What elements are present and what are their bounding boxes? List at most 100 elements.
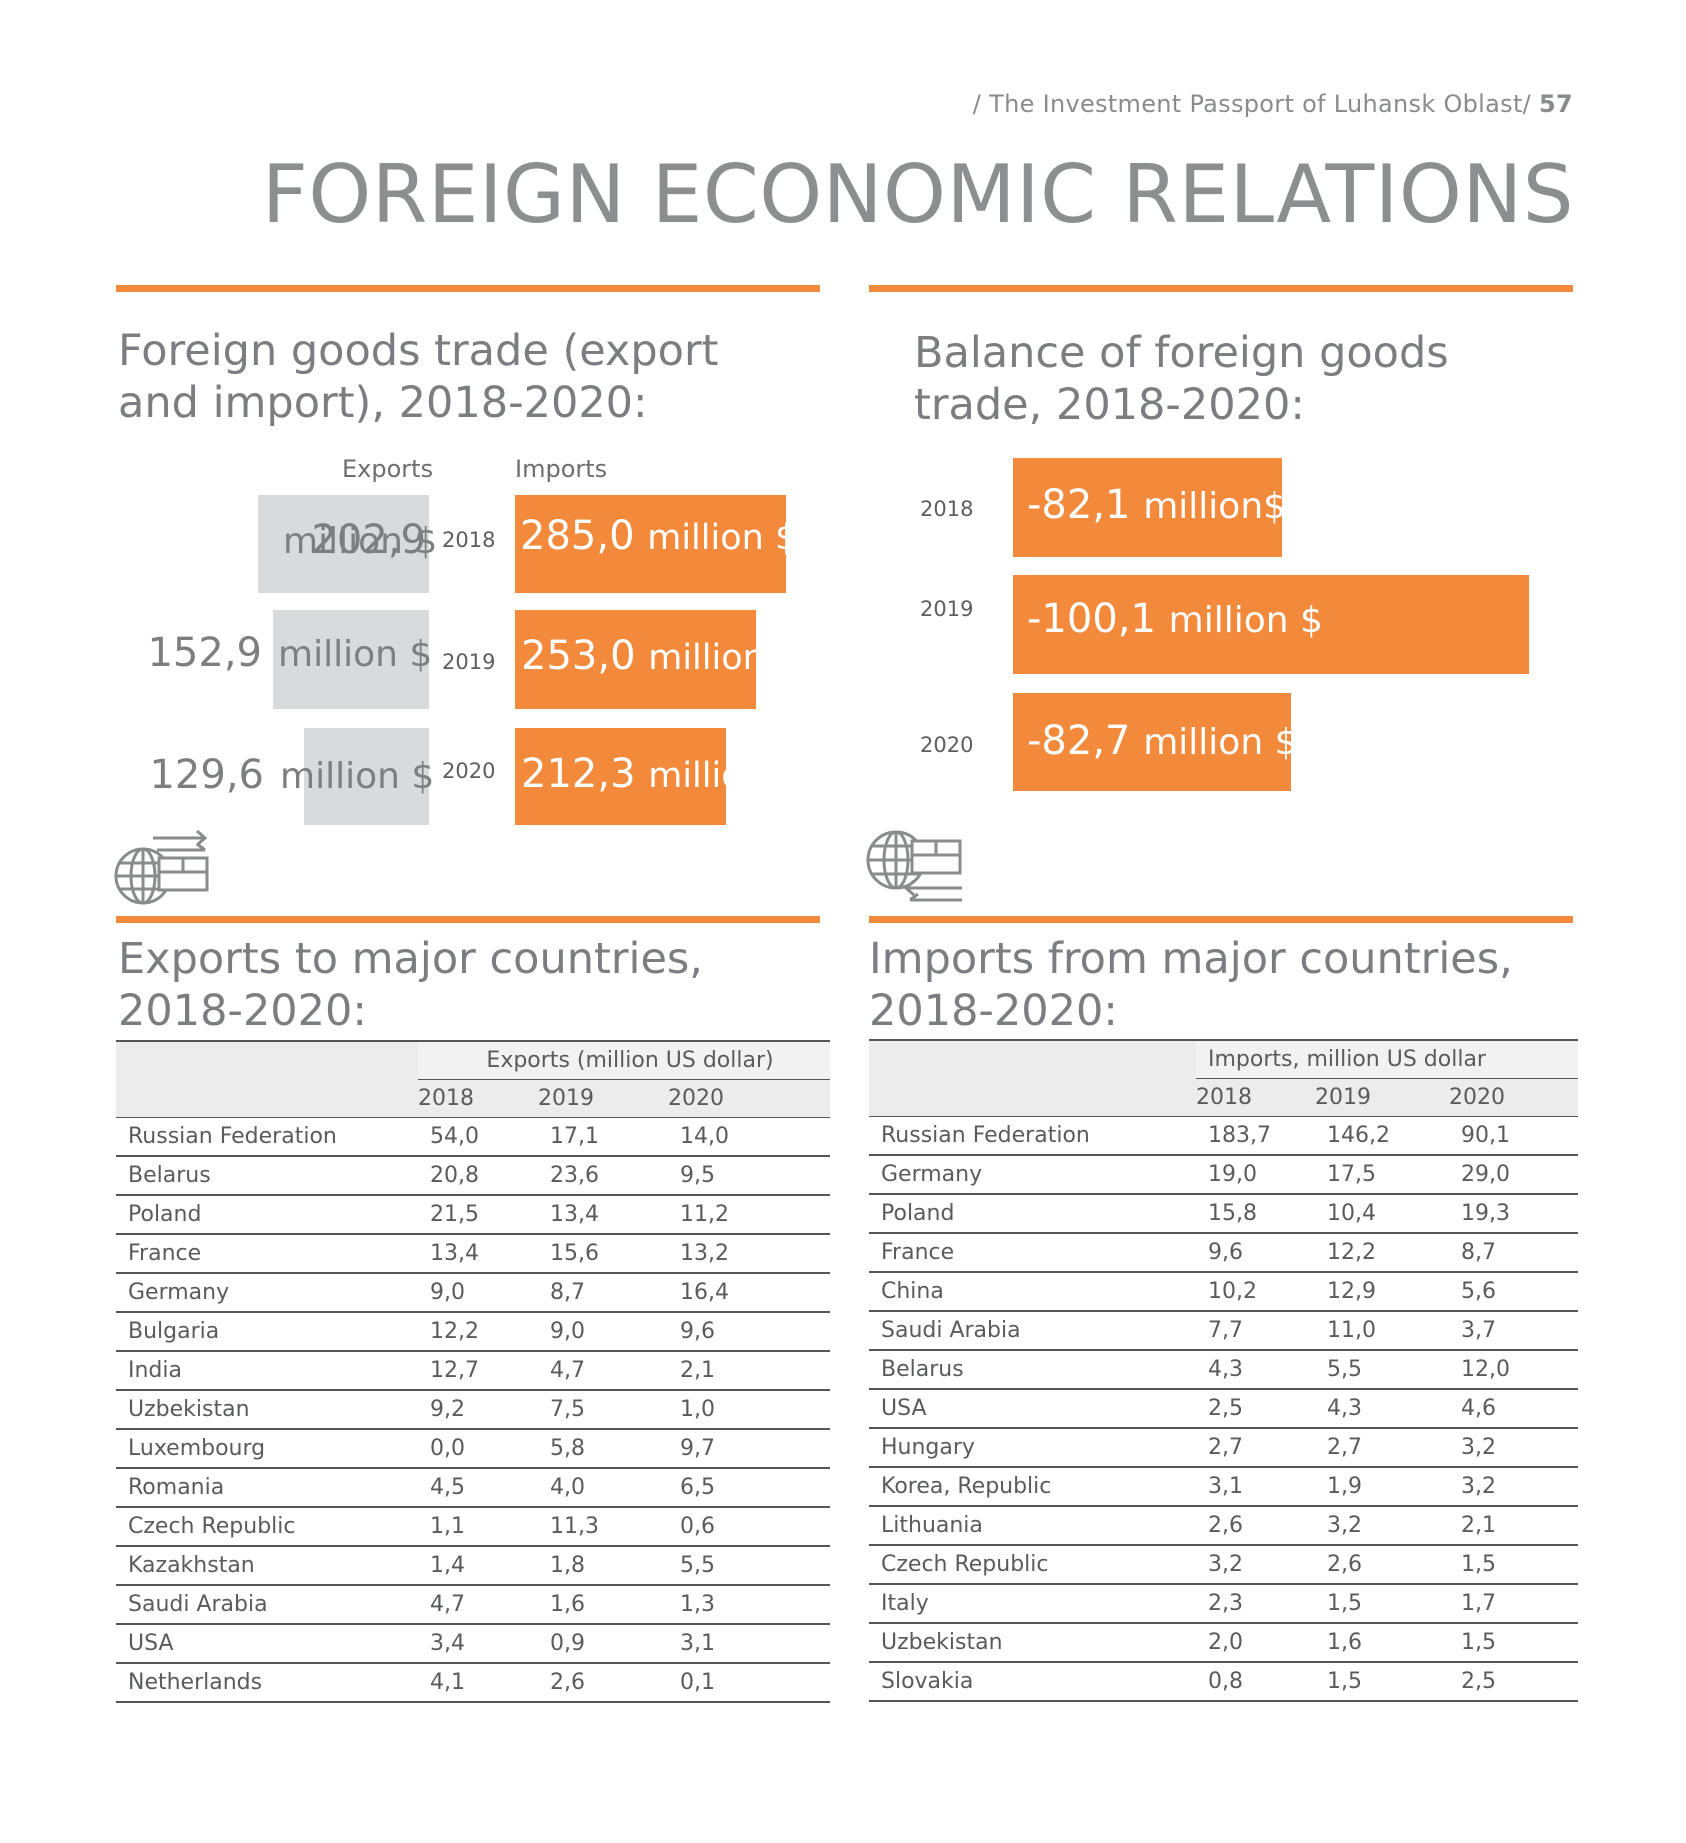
country-cell: USA <box>116 1623 418 1663</box>
value-cell: 4,5 <box>418 1467 538 1507</box>
table-row: Poland 21,5 13,4 11,2 <box>116 1194 830 1234</box>
exports-value-2019: 152,9 <box>147 630 262 676</box>
value-cell: 5,5 <box>1315 1349 1449 1389</box>
value-cell: 13,4 <box>418 1233 538 1273</box>
imports-value-2018: 285,0 million $ <box>520 513 798 559</box>
value-cell: 3,7 <box>1449 1310 1578 1350</box>
balance-bar-2020 <box>1013 693 1291 791</box>
country-cell: Belarus <box>869 1349 1196 1389</box>
value-cell: 1,4 <box>418 1545 538 1585</box>
country-cell: Netherlands <box>116 1662 418 1703</box>
value-cell: 146,2 <box>1315 1115 1449 1155</box>
value-cell: 1,7 <box>1449 1583 1578 1623</box>
value-cell: 9,6 <box>668 1311 830 1351</box>
running-header: / The Investment Passport of Luhansk Obl… <box>973 90 1573 118</box>
imports-year-header: 2020 <box>1449 1077 1578 1116</box>
value-cell: 54,0 <box>418 1116 538 1156</box>
country-cell: Luxembourg <box>116 1428 418 1468</box>
imports-year-header: 2018 <box>1196 1077 1315 1116</box>
imports-value-2019: 253,0 million $ <box>521 633 799 679</box>
value-cell: 17,5 <box>1315 1154 1449 1194</box>
value-cell: 2,6 <box>1315 1544 1449 1584</box>
balance-title-line1: Balance of foreign goods <box>914 328 1449 378</box>
table-row: Belarus 4,3 5,5 12,0 <box>869 1349 1578 1389</box>
value-cell: 12,2 <box>1315 1232 1449 1272</box>
value-cell: 3,2 <box>1196 1544 1315 1584</box>
value-cell: 2,6 <box>1196 1505 1315 1545</box>
exports-year-header: 2020 <box>668 1078 830 1117</box>
exports-column-header: Exports <box>342 455 434 483</box>
table-row: Saudi Arabia 7,7 11,0 3,7 <box>869 1310 1578 1350</box>
country-cell: Uzbekistan <box>116 1389 418 1429</box>
table-row: Italy 2,3 1,5 1,7 <box>869 1583 1578 1623</box>
divider-balance <box>869 285 1573 292</box>
exports-year-header: 2018 <box>418 1078 538 1117</box>
table-row: Romania 4,5 4,0 6,5 <box>116 1467 830 1507</box>
divider-exports <box>116 916 820 923</box>
country-cell: Poland <box>116 1194 418 1234</box>
exports-unit-2019: million $ <box>278 634 433 675</box>
value-cell: 1,5 <box>1315 1661 1449 1702</box>
exports-table: Exports (million US dollar) 2018 2019 20… <box>116 1040 830 1703</box>
table-row: Poland 15,8 10,4 19,3 <box>869 1193 1578 1233</box>
imports-value-2020: 212,3 million $ <box>521 751 799 797</box>
value-cell: 5,6 <box>1449 1271 1578 1311</box>
balance-title-line2: trade, 2018-2020: <box>914 380 1305 430</box>
value-cell: 12,7 <box>418 1350 538 1390</box>
value-cell: 1,8 <box>538 1545 668 1585</box>
table-row: Uzbekistan 9,2 7,5 1,0 <box>116 1389 830 1429</box>
exports-table-corner <box>116 1041 418 1079</box>
table-row: Bulgaria 12,2 9,0 9,6 <box>116 1311 830 1351</box>
value-cell: 15,8 <box>1196 1193 1315 1233</box>
imports-column-header: Imports <box>515 455 608 483</box>
divider-trade <box>116 285 820 292</box>
value-cell: 19,3 <box>1449 1193 1578 1233</box>
value-cell: 1,3 <box>668 1584 830 1624</box>
value-cell: 12,9 <box>1315 1271 1449 1311</box>
balance-bar-2018 <box>1013 458 1282 557</box>
value-cell: 2,3 <box>1196 1583 1315 1623</box>
country-cell: China <box>869 1271 1196 1311</box>
value-cell: 4,6 <box>1449 1388 1578 1428</box>
trade-title-line1: Foreign goods trade (export <box>118 326 719 376</box>
page-title: FOREIGN ECONOMIC RELATIONS <box>261 148 1574 241</box>
value-cell: 11,3 <box>538 1506 668 1546</box>
value-cell: 2,6 <box>538 1662 668 1703</box>
country-cell: Belarus <box>116 1155 418 1195</box>
table-row: Luxembourg 0,0 5,8 9,7 <box>116 1428 830 1468</box>
value-cell: 3,4 <box>418 1623 538 1663</box>
value-cell: 6,5 <box>668 1467 830 1507</box>
table-row: Slovakia 0,8 1,5 2,5 <box>869 1661 1578 1702</box>
exports-value-2018: 202,9 <box>311 517 426 563</box>
value-cell: 5,8 <box>538 1428 668 1468</box>
value-cell: 5,5 <box>668 1545 830 1585</box>
country-cell: Saudi Arabia <box>116 1584 418 1624</box>
balance-year-2018: 2018 <box>920 497 974 521</box>
country-cell: Germany <box>116 1272 418 1312</box>
globe-export-icon <box>114 829 209 905</box>
table-row: Hungary 2,7 2,7 3,2 <box>869 1427 1578 1467</box>
value-cell: 9,2 <box>418 1389 538 1429</box>
country-cell: Saudi Arabia <box>869 1310 1196 1350</box>
imports-group-header: Imports, million US dollar <box>1196 1040 1578 1078</box>
country-cell: Russian Federation <box>116 1116 418 1156</box>
value-cell: 3,2 <box>1315 1505 1449 1545</box>
exports-unit-2020: million $ <box>280 756 435 797</box>
country-cell: Bulgaria <box>116 1311 418 1351</box>
value-cell: 9,6 <box>1196 1232 1315 1272</box>
balance-bar-2019 <box>1013 575 1529 674</box>
divider-imports <box>869 916 1573 923</box>
trade-year-2020: 2020 <box>442 759 496 783</box>
value-cell: 0,8 <box>1196 1661 1315 1702</box>
table-row: Lithuania 2,6 3,2 2,1 <box>869 1505 1578 1545</box>
value-cell: 12,0 <box>1449 1349 1578 1389</box>
value-cell: 9,0 <box>418 1272 538 1312</box>
value-cell: 10,4 <box>1315 1193 1449 1233</box>
value-cell: 0,1 <box>668 1662 830 1703</box>
table-row: Russian Federation 183,7 146,2 90,1 <box>869 1115 1578 1155</box>
value-cell: 4,3 <box>1196 1349 1315 1389</box>
value-cell: 3,1 <box>668 1623 830 1663</box>
exports-value-2020: 129,6 <box>149 752 264 798</box>
country-cell: Slovakia <box>869 1661 1196 1702</box>
value-cell: 2,1 <box>668 1350 830 1390</box>
